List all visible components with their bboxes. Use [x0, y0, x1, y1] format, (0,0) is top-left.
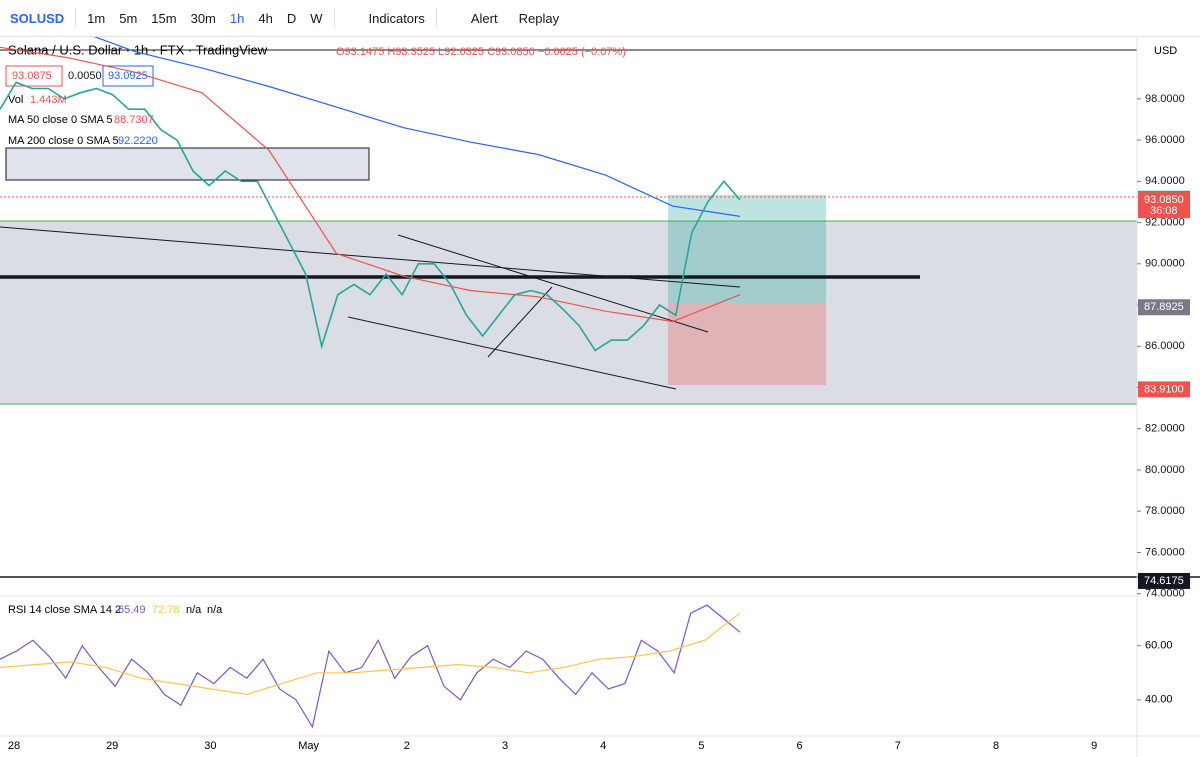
chart: Solana / U.S. Dollar · 1h · FTX · Tradin… — [0, 37, 1200, 757]
symbol[interactable]: SOLUSD — [10, 10, 65, 26]
drawings — [0, 37, 1200, 757]
price-marker-label: 87.8925 — [1144, 301, 1184, 313]
legend-ohlc: O93.1475 H93.3525 L92.6325 C93.0850 −0.0… — [336, 46, 626, 58]
spread: 0.0050 — [68, 70, 102, 82]
close-line — [0, 81, 741, 352]
box — [5, 147, 370, 181]
countdown: 36:08 — [1150, 205, 1178, 217]
rsi-value: 65.49 — [118, 604, 146, 616]
y-tick-label: 90.0000 — [1145, 258, 1185, 270]
toolbar: SOLUSD 1m 5m 15m 30m 1h 4h D W Indicators Alert… — [0, 0, 1200, 37]
loss-zone — [668, 303, 826, 385]
y-tick-label: 74.0000 — [1145, 588, 1185, 600]
profit-zone — [668, 195, 826, 303]
y-tick-label: 86.0000 — [1145, 340, 1185, 352]
rsi-label: RSI 14 close SMA 14 2 — [8, 604, 121, 616]
y-tick-label: 92.0000 — [1145, 216, 1185, 228]
ma200-value: 92.2220 — [118, 135, 158, 147]
ma50-label: MA 50 close 0 SMA 5 — [8, 114, 113, 126]
interval[interactable]: D — [286, 10, 297, 26]
x-tick-label: 5 — [698, 740, 704, 752]
rsi-na: n/a — [207, 604, 223, 616]
trend-line — [397, 234, 709, 333]
x-tick-label: 7 — [895, 740, 901, 752]
y-tick-label: 80.0000 — [1145, 464, 1185, 476]
price-marker-label: 93.0850 — [1144, 194, 1184, 206]
x-tick-label: 9 — [1091, 740, 1097, 752]
interval[interactable]: 30m — [190, 10, 216, 26]
alert-button[interactable]: Alert — [470, 10, 498, 26]
bid: 93.0875 — [12, 70, 52, 82]
rsi-sma — [0, 612, 741, 696]
x-tick-label: 30 — [204, 740, 216, 752]
interval[interactable]: 4h — [258, 10, 273, 26]
separator — [333, 8, 335, 28]
separator — [75, 8, 77, 28]
zone — [0, 221, 1137, 404]
price-marker — [1138, 381, 1190, 398]
interval[interactable]: 1h — [229, 10, 245, 26]
vol-label: Vol — [8, 94, 23, 106]
x-tick-label: May — [298, 740, 319, 752]
interval[interactable]: 15m — [151, 10, 177, 26]
ma50-line — [0, 46, 741, 323]
x-tick-label: 2 — [404, 740, 410, 752]
y-tick-label: 76.0000 — [1145, 546, 1185, 558]
ma200-line — [93, 37, 741, 217]
trend-line — [487, 286, 553, 358]
price-marker — [1138, 192, 1190, 219]
rsi-tick-label: 40.00 — [1145, 694, 1173, 706]
x-tick-label: 29 — [106, 740, 118, 752]
trend-line — [0, 226, 741, 288]
ma200-label: MA 200 close 0 SMA 5 — [8, 135, 119, 147]
indicators-button[interactable]: Indicators — [368, 10, 425, 26]
currency[interactable]: USD — [1154, 45, 1177, 57]
interval[interactable]: W — [310, 10, 323, 26]
interval[interactable]: 1m — [87, 10, 106, 26]
y-tick-label: 94.0000 — [1145, 175, 1185, 187]
rsi-na: n/a — [186, 604, 202, 616]
x-tick-label: 8 — [993, 740, 999, 752]
vol-value: 1.443M — [30, 94, 67, 106]
x-tick-label: 4 — [600, 740, 606, 752]
x-tick-label: 28 — [8, 740, 20, 752]
rsi-sma-value: 72.78 — [152, 604, 180, 616]
y-tick-label: 98.0000 — [1145, 93, 1185, 105]
ask: 93.0925 — [108, 70, 148, 82]
ma50-value: 88.7307 — [114, 114, 154, 126]
price-marker — [1138, 299, 1190, 316]
bid-box — [5, 65, 63, 87]
rsi-lines — [0, 604, 741, 729]
x-tick-label: 3 — [502, 740, 508, 752]
x-tick-label: 6 — [797, 740, 803, 752]
trend-line — [347, 316, 677, 390]
price-marker-label: 74.6175 — [1144, 575, 1184, 587]
separator — [435, 8, 437, 28]
y-tick-label: 82.0000 — [1145, 423, 1185, 435]
y-tick-label: 78.0000 — [1145, 505, 1185, 517]
replay-button[interactable]: Replay — [518, 10, 560, 26]
price-marker — [1138, 572, 1190, 589]
ask-box — [102, 65, 154, 87]
rsi-values — [0, 604, 741, 729]
price-lines — [0, 37, 741, 352]
interval[interactable]: 5m — [119, 10, 138, 26]
y-tick-label: 96.0000 — [1145, 134, 1185, 146]
price-marker-label: 83.9100 — [1144, 383, 1184, 395]
rsi-tick-label: 60.00 — [1145, 640, 1173, 652]
legend-title: Solana / U.S. Dollar · 1h · FTX · Tradin… — [8, 42, 268, 57]
